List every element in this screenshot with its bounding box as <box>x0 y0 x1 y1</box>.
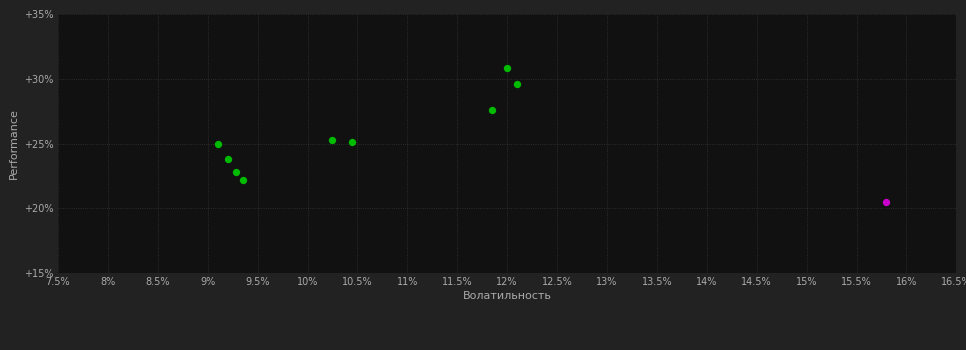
X-axis label: Волатильность: Волатильность <box>463 291 552 301</box>
Point <box>325 137 340 142</box>
Point <box>235 177 250 183</box>
Point <box>345 139 360 145</box>
Point <box>210 141 225 146</box>
Point <box>228 169 243 175</box>
Point <box>484 107 500 113</box>
Point <box>509 81 525 87</box>
Point <box>879 199 895 205</box>
Y-axis label: Performance: Performance <box>9 108 18 179</box>
Point <box>499 65 515 71</box>
Point <box>220 156 236 162</box>
